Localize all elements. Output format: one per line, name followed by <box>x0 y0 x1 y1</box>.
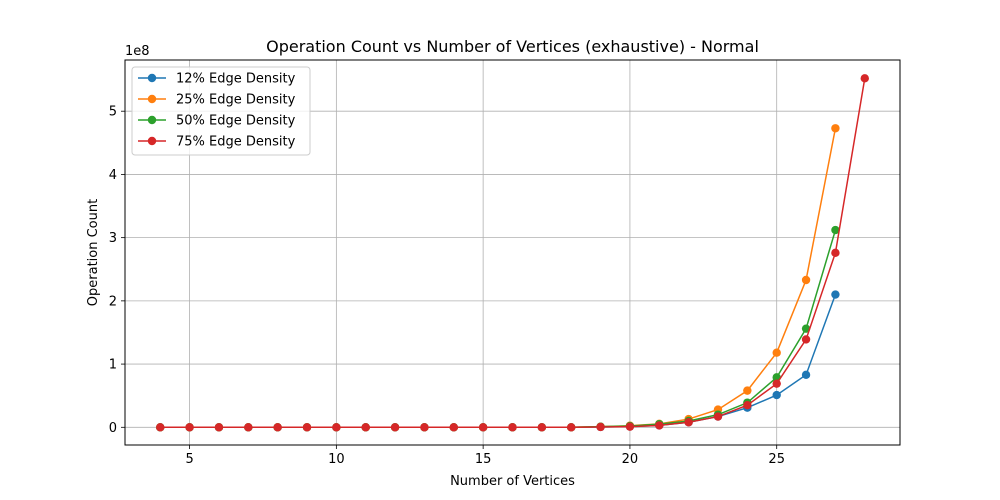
y-tick-label: 3 <box>109 231 117 246</box>
data-point <box>655 421 664 430</box>
x-tick-label: 5 <box>185 452 193 467</box>
data-point <box>156 423 165 432</box>
data-point <box>860 74 869 83</box>
x-tick-label: 10 <box>328 452 345 467</box>
data-point <box>772 348 781 357</box>
legend: 12% Edge Density 25% Edge Density 50% Edge… <box>131 66 311 156</box>
legend-marker <box>147 115 157 125</box>
data-point <box>801 324 811 333</box>
data-point <box>420 423 429 432</box>
data-point <box>185 423 194 432</box>
data-point <box>801 370 811 380</box>
legend-label: 12% Edge Density <box>176 72 296 87</box>
grid <box>125 60 900 445</box>
y-tick-label: 4 <box>109 168 117 183</box>
legend-item: 12% Edge Density <box>138 72 296 87</box>
y-tick-label: 2 <box>109 294 117 309</box>
data-point <box>361 423 370 432</box>
series-3 <box>156 74 869 432</box>
data-point <box>596 422 605 432</box>
y-tick-label: 0 <box>109 421 117 436</box>
data-point <box>625 422 635 431</box>
x-axis-title: Number of Vertices <box>450 474 575 489</box>
data-point <box>772 379 781 388</box>
plot-frame <box>124 59 901 446</box>
legend-label: 25% Edge Density <box>176 93 296 108</box>
legend-item: 25% Edge Density <box>138 93 296 108</box>
data-point <box>449 423 458 432</box>
data-point <box>567 423 576 432</box>
legend-marker <box>147 94 157 104</box>
data-point <box>743 400 752 410</box>
legend-item: 50% Edge Density <box>138 114 296 129</box>
ticks: 5 10 15 20 25 0 1 2 3 4 5 <box>109 105 785 467</box>
data-point <box>831 225 840 235</box>
x-tick-label: 20 <box>622 452 639 467</box>
chart-title: Operation Count vs Number of Vertices (e… <box>266 37 759 56</box>
y-axis-title: Operation Count <box>86 199 101 306</box>
data-point <box>332 423 341 432</box>
data-point <box>244 423 253 432</box>
data-point <box>801 275 811 285</box>
legend-marker <box>147 73 157 83</box>
data-point <box>273 423 282 432</box>
data-point <box>214 423 224 432</box>
legend-item: 75% Edge Density <box>138 135 296 150</box>
series-layer <box>156 74 869 432</box>
data-point <box>478 423 488 432</box>
y-tick-label: 1 <box>109 358 117 373</box>
data-point <box>390 423 400 432</box>
data-point <box>713 412 723 421</box>
data-point <box>743 386 752 395</box>
data-point <box>831 290 840 299</box>
data-point <box>508 423 517 432</box>
data-point <box>831 248 840 258</box>
legend-marker <box>147 136 157 146</box>
data-point <box>302 423 312 432</box>
x-tick-label: 15 <box>475 452 492 467</box>
data-point <box>831 124 840 133</box>
legend-label: 50% Edge Density <box>176 114 296 129</box>
data-point <box>772 390 781 400</box>
legend-label: 75% Edge Density <box>176 135 296 150</box>
legend-box <box>131 66 311 156</box>
y-tick-label: 5 <box>109 105 117 120</box>
data-point <box>537 423 547 432</box>
data-point <box>801 335 811 344</box>
data-point <box>684 418 693 427</box>
x-tick-label: 25 <box>768 452 785 467</box>
y-axis-multiplier: 1e8 <box>125 44 150 59</box>
